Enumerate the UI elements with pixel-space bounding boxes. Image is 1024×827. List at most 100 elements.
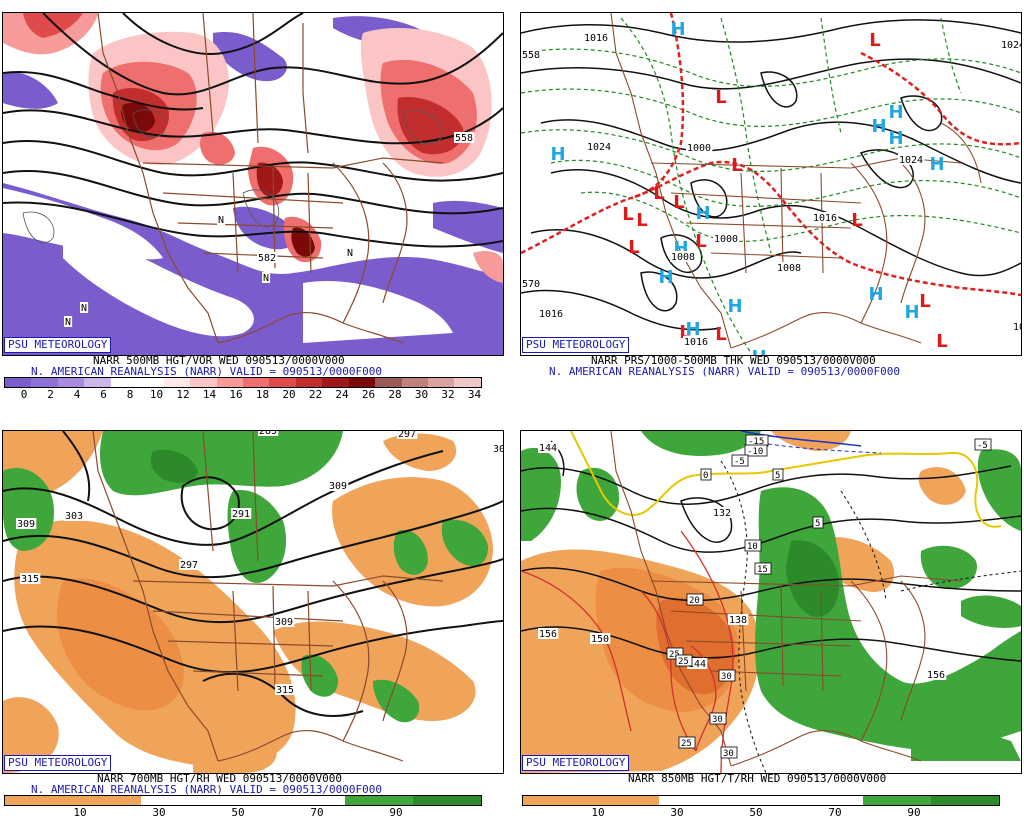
colorbar-tick-label: 24 [335,388,349,401]
colorbar-segment [557,796,591,805]
contour-label-bg [898,154,925,165]
contour-label-bg [683,336,710,347]
isotherm-label-box [666,647,684,660]
panel-500mb-vorticity: 582 558 N N N N N PSU METEOROLOGY NARR 500MB H… [0,0,512,409]
colorbar-segment [345,796,379,805]
caption-line-2: N. AMERICAN REANALYSIS (NARR) VALID = 09… [31,783,382,796]
contour-label-bg [262,272,271,283]
caption-line-1: NARR 500MB HGT/VOR WED 090513/0000V000 [93,354,345,367]
contour-label: N [347,248,353,259]
colorbar-segment [965,796,999,805]
high-pressure-marker: H [670,19,685,40]
contour-label: 582 [258,253,276,264]
colorbar-segment [693,796,727,805]
colorbar-segment [931,796,965,805]
colorbar-segment [295,378,323,387]
contour-label-bg [728,614,749,625]
colorbar-tick-label: 30 [152,806,166,819]
contour-label-bg [64,316,73,327]
contour-label-bg [1012,321,1021,332]
contour-label: 315 [276,685,294,696]
high-pressure-marker: H [550,144,565,165]
high-pressure-marker: H [904,302,919,323]
colorbar-tick-label: 20 [282,388,296,401]
contour-label-bg [217,214,226,225]
colorbar-segment [209,796,243,805]
colorbar-segment [39,796,73,805]
isotherm-label: -15 [748,437,764,447]
low-pressure-marker: L [653,183,664,204]
contour-label: N [65,317,71,328]
contour-label: 1024 [587,142,611,153]
high-pressure-marker: H [929,154,944,175]
isotherm-label: 5 [775,471,780,481]
map-850mb: 144 132 156 150 138 144 156 -15 -10 -5 -5 0 5 5 10 15 2… [520,430,1022,774]
colorbar-segment [659,796,693,805]
colorbar-segment [795,796,829,805]
colorbar-segment [379,796,413,805]
isotherm-label-box [744,444,768,457]
isotherm-label-box [772,468,784,481]
caption-line-1: NARR PRS/1000-500MB THK WED 090513/0000V… [591,354,876,367]
colorbar-segment [897,796,931,805]
colorbar-tick-label: 50 [749,806,763,819]
contour-label-bg [538,628,559,639]
isotherm-label-box [720,746,738,759]
colorbar-segment [591,796,625,805]
contour-label-bg [328,480,349,491]
contour-label-bg [397,431,418,439]
contour-label-bg [521,49,542,60]
colorbar-segment [428,378,455,387]
low-pressure-marker: L [673,192,684,213]
colorbar-tick-label: 32 [441,388,455,401]
isotherm-label: -10 [747,447,763,457]
isotherm-label: 5 [815,519,820,529]
colorbar-tick-label: 16 [229,388,243,401]
contour-label: N [218,215,224,226]
low-pressure-marker: L [851,210,862,231]
colorbar-segment [73,796,107,805]
colorbar-segment [216,378,243,387]
contour-label-bg [16,518,37,529]
contour-label-bg [538,308,565,319]
colorbar-tick-label: 0 [20,388,28,401]
colorbar-tick-label: 4 [73,388,81,401]
colorbar-tick-label: 12 [176,388,190,401]
isotherm-label: -5 [977,441,988,451]
low-pressure-marker: L [936,331,947,352]
low-pressure-marker: L [715,324,726,345]
isotherm-label-box [700,468,712,481]
contour-label: 1016 [813,213,837,224]
colorbar-segment [401,378,428,387]
colorbar-tick-label: 10 [149,388,164,401]
high-pressure-marker: H [658,267,673,288]
colorbar-tick-label: 34 [467,388,482,401]
isotherm-label-box [718,669,736,682]
rh-colorbar [4,795,482,806]
contour-label: N [263,273,269,284]
high-pressure-marker: H [751,347,766,355]
colorbar-segment [31,378,58,387]
isotherm-label: 0 [703,471,708,481]
contour-label-bg [492,443,503,454]
isotherm-label: 10 [747,542,758,552]
isotherm-label-box [754,562,772,575]
contour-label: 1016 [684,337,708,348]
contour-label: 150 [591,634,609,645]
isotherm-label-box [974,438,992,451]
contour-label: N [81,303,87,314]
high-pressure-marker: H [868,284,883,305]
colorbar-segment [242,378,270,387]
low-pressure-marker: L [731,155,742,176]
contour-label: 309 [275,617,293,628]
isotherm-label-box [686,593,704,606]
colorbar-segment [163,378,191,387]
high-pressure-marker: H [871,116,886,137]
high-pressure-marker: H [685,319,700,340]
contour-label-bg [275,684,296,695]
contour-label-bg [346,247,355,258]
contour-label-bg [712,507,733,518]
panel-700mb-rh: 309 303 315 297 291 309 309 315 30 297 285 PSU MET… [0,418,512,827]
colorbar-segment [5,378,32,387]
colorbar-tick-label: 14 [202,388,217,401]
